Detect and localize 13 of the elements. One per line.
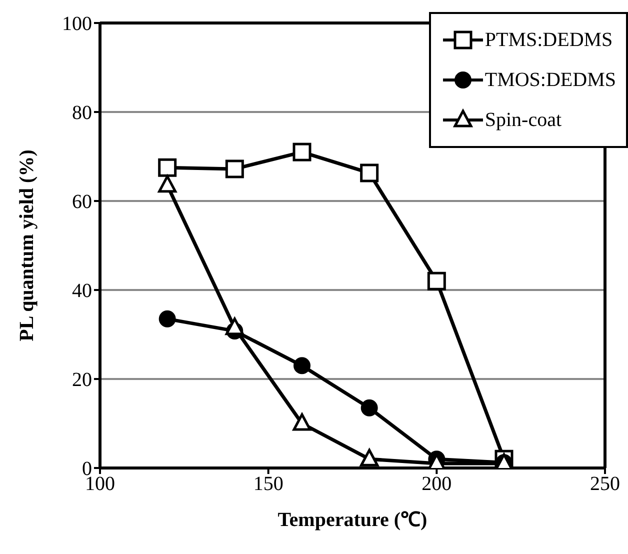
legend-label: Spin-coat xyxy=(484,108,562,132)
y-tick-label: 40 xyxy=(72,280,92,302)
x-tick-label: 150 xyxy=(253,473,284,496)
x-tick-label: 200 xyxy=(422,473,452,496)
y-axis-title: PL quantum yield (%) xyxy=(16,150,38,342)
y-tick-label: 80 xyxy=(72,102,92,124)
y-tick-label: 60 xyxy=(72,191,92,214)
y-tick-label: 20 xyxy=(72,369,92,392)
y-tick-label: 100 xyxy=(62,13,92,36)
x-axis-title: Temperature (℃) xyxy=(278,509,428,531)
legend-label: TMOS:DEDMS xyxy=(484,68,616,92)
x-tick-label: 250 xyxy=(590,473,620,496)
legend-label: PTMS:DEDMS xyxy=(484,28,613,52)
